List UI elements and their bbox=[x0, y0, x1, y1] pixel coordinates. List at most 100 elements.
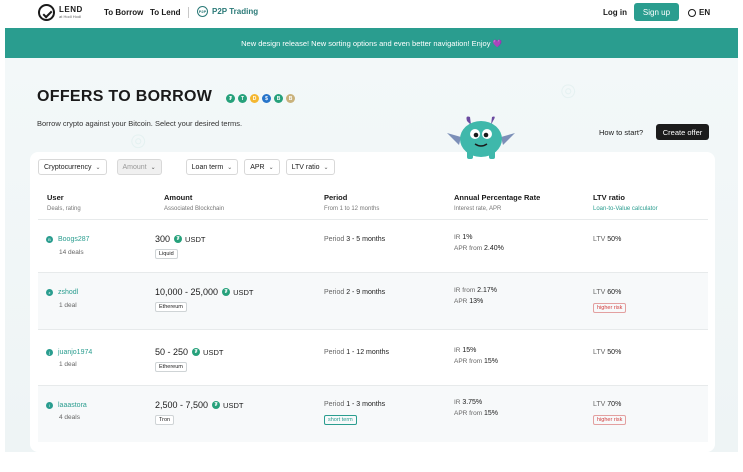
apr-value: APR from 2.40% bbox=[454, 245, 504, 252]
p2p-icon: P2P bbox=[197, 6, 208, 17]
apr-value: APR from 15% bbox=[454, 410, 498, 417]
chevron-down-icon: ⌄ bbox=[323, 164, 329, 171]
amount-value: 10,000 - 25,000 ₮ USDT bbox=[155, 287, 254, 297]
blockchain-tag: Ethereum bbox=[155, 362, 187, 372]
period-value: Period 1 - 3 months bbox=[324, 401, 386, 408]
column-period-sub: From 1 to 12 months bbox=[324, 206, 380, 212]
nav-to-borrow[interactable]: To Borrow bbox=[104, 8, 144, 17]
ltv-value: LTV 50% bbox=[593, 236, 622, 243]
column-ltv: LTV ratio bbox=[593, 193, 625, 202]
nav-divider bbox=[188, 7, 189, 18]
row-divider bbox=[38, 329, 708, 330]
column-amount-sub: Associated Blockchain bbox=[164, 206, 225, 212]
tether-icon: ₮ bbox=[212, 401, 221, 409]
logo-title: LEND bbox=[59, 5, 83, 14]
user-avatar: B bbox=[46, 236, 53, 243]
ltv-filter[interactable]: LTV ratio ⌄ bbox=[285, 159, 335, 175]
ltv-value: LTV 50% bbox=[593, 349, 622, 356]
apr-value: APR from 15% bbox=[454, 358, 498, 365]
column-user: User bbox=[47, 193, 64, 202]
monster-mascot-icon bbox=[447, 116, 515, 159]
announcement-banner: New design release! New sorting options … bbox=[5, 28, 738, 58]
coin-icons: ₮ T D $ B B bbox=[226, 94, 295, 103]
deals-count: 14 deals bbox=[59, 249, 84, 256]
chevron-down-icon: ⌄ bbox=[227, 164, 233, 171]
chevron-down-icon: ⌄ bbox=[95, 164, 101, 171]
coin-icon: B bbox=[286, 94, 295, 103]
dai-icon: D bbox=[250, 94, 259, 103]
user-link[interactable]: z zshodl bbox=[46, 289, 78, 296]
row-divider bbox=[38, 272, 708, 273]
period-value: Period 2 - 9 months bbox=[324, 289, 386, 296]
tether-icon: ₮ bbox=[192, 348, 201, 356]
column-user-sub: Deals, rating bbox=[47, 206, 81, 212]
ltv-value: LTV 70% bbox=[593, 401, 622, 408]
page-title: OFFERS TO BORROW bbox=[37, 88, 213, 105]
ltv-calculator-link[interactable]: Loan-to-Value calculator bbox=[593, 206, 658, 212]
risk-badge: higher risk bbox=[593, 415, 627, 425]
blockchain-tag: Tron bbox=[155, 415, 175, 425]
chevron-down-icon: ⌄ bbox=[150, 164, 156, 171]
lend-logo[interactable]: LEND at Hodl Hodl bbox=[38, 4, 83, 21]
deals-count: 4 deals bbox=[59, 414, 80, 421]
column-apr: Annual Percentage Rate bbox=[454, 193, 541, 202]
blockchain-tag: Ethereum bbox=[155, 302, 187, 312]
period-value: Period 3 - 5 months bbox=[324, 236, 386, 243]
interest-rate: IR from 2.17% bbox=[454, 287, 497, 294]
nav-to-lend[interactable]: To Lend bbox=[150, 8, 181, 17]
cryptocurrency-filter[interactable]: Cryptocurrency ⌄ bbox=[38, 159, 107, 175]
language-selector[interactable]: EN bbox=[688, 8, 710, 17]
table-row[interactable]: z zshodl 1 deal 10,000 - 25,000 ₮ USDT Ethe… bbox=[38, 273, 708, 329]
header-divider bbox=[38, 219, 708, 220]
user-link[interactable]: j juanjo1974 bbox=[46, 349, 92, 356]
user-link[interactable]: B Boogs287 bbox=[46, 236, 90, 243]
apr-value: APR 13% bbox=[454, 298, 484, 305]
coin-icon: B bbox=[274, 94, 283, 103]
globe-icon bbox=[688, 8, 696, 17]
how-to-start-link[interactable]: How to start? bbox=[599, 128, 644, 137]
user-link[interactable]: l laaastora bbox=[46, 402, 87, 409]
amount-value: 50 - 250 ₮ USDT bbox=[155, 347, 224, 357]
filter-bar: Cryptocurrency ⌄ Amount ⌄ Loan term ⌄ APR ⌄ … bbox=[38, 159, 345, 175]
ltv-value: LTV 60% bbox=[593, 289, 622, 296]
apr-filter[interactable]: APR ⌄ bbox=[244, 159, 280, 175]
table-row[interactable]: j juanjo1974 1 deal 50 - 250 ₮ USDT Ethereu… bbox=[38, 330, 708, 385]
table-row[interactable]: B Boogs287 14 deals 300 ₮ USDT Liquid Perio… bbox=[38, 220, 708, 272]
tether-icon: ₮ bbox=[174, 235, 183, 243]
deals-count: 1 deal bbox=[59, 361, 77, 368]
row-divider bbox=[38, 385, 708, 386]
tether-icon: ₮ bbox=[222, 288, 231, 296]
user-avatar: j bbox=[46, 349, 53, 356]
amount-value: 2,500 - 7,500 ₮ USDT bbox=[155, 400, 244, 410]
period-value: Period 1 - 12 months bbox=[324, 349, 389, 356]
deals-count: 1 deal bbox=[59, 302, 77, 309]
login-link[interactable]: Log in bbox=[603, 8, 627, 17]
amount-filter[interactable]: Amount ⌄ bbox=[116, 159, 162, 175]
amount-value: 300 ₮ USDT bbox=[155, 234, 206, 244]
risk-badge: higher risk bbox=[593, 303, 627, 313]
blockchain-tag: Liquid bbox=[155, 249, 178, 259]
column-period: Period bbox=[324, 193, 348, 202]
usdc-icon: $ bbox=[262, 94, 271, 103]
user-avatar: z bbox=[46, 289, 53, 296]
tether-icon: T bbox=[238, 94, 247, 103]
short-term-tag: short term bbox=[324, 415, 357, 425]
logo-subtitle: at Hodl Hodl bbox=[59, 14, 82, 19]
page-subtitle: Borrow crypto against your Bitcoin. Sele… bbox=[37, 119, 243, 128]
nav-p2p-trading[interactable]: P2P P2P Trading bbox=[197, 6, 258, 17]
p2p-label: P2P Trading bbox=[212, 7, 259, 16]
chevron-down-icon: ⌄ bbox=[268, 164, 274, 171]
interest-rate: IR 15% bbox=[454, 347, 477, 354]
top-header: LEND at Hodl Hodl To Borrow To Lend P2P … bbox=[0, 0, 743, 27]
loan-term-filter[interactable]: Loan term ⌄ bbox=[185, 159, 239, 175]
tether-icon: ₮ bbox=[226, 94, 235, 103]
interest-rate: IR 1% bbox=[454, 234, 473, 241]
signup-button[interactable]: Sign up bbox=[634, 3, 679, 21]
logo-check-icon bbox=[38, 4, 55, 21]
column-amount: Amount bbox=[164, 193, 193, 202]
interest-rate: IR 3.75% bbox=[454, 399, 483, 406]
create-offer-button[interactable]: Create offer bbox=[656, 124, 709, 140]
table-row[interactable]: l laaastora 4 deals 2,500 - 7,500 ₮ USDT Tr… bbox=[38, 386, 708, 442]
user-avatar: l bbox=[46, 402, 53, 409]
column-apr-sub: Interest rate, APR bbox=[454, 206, 502, 212]
